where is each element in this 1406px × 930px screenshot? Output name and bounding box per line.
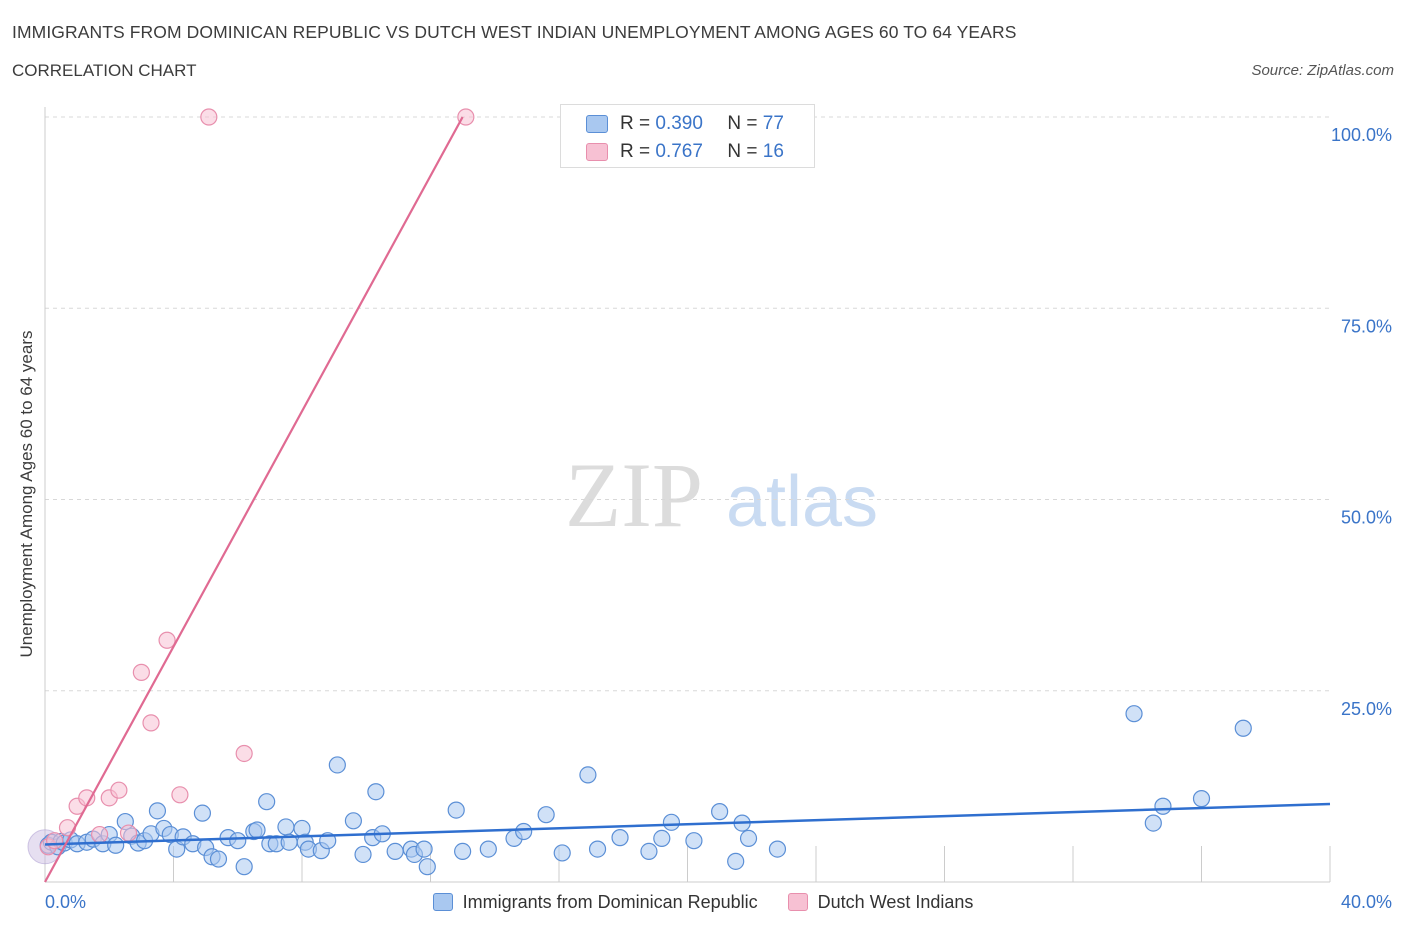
data-point-blue: [537, 806, 555, 824]
data-point-blue: [685, 832, 703, 850]
series-pink-points: [39, 108, 475, 856]
tick-labels: 25.0% 50.0% 75.0% 100.0% 0.0% 40.0%: [45, 125, 1392, 912]
trend-line-pink: [44, 116, 464, 883]
data-point-pink: [457, 108, 475, 126]
data-point-pink: [46, 832, 64, 850]
data-point-blue: [386, 842, 404, 861]
y-tick-label: 100.0%: [1331, 125, 1392, 145]
stats-legend: R = 0.390 N = 77 R = 0.767 N = 16: [560, 104, 815, 168]
y-tick-label: 25.0%: [1341, 699, 1392, 719]
trend-lines: [44, 116, 1331, 883]
data-point-blue: [418, 858, 436, 876]
data-point-blue: [344, 812, 362, 830]
data-point-blue: [354, 845, 372, 864]
data-point-pink: [58, 819, 77, 837]
stats-row-blue: R = 0.390 N = 77: [586, 111, 784, 137]
data-point-blue: [415, 840, 433, 858]
data-point-blue: [611, 829, 629, 847]
data-point-blue: [258, 793, 276, 811]
data-point-blue: [1154, 797, 1172, 815]
data-point-blue: [209, 850, 228, 868]
data-point-pink: [200, 108, 218, 126]
data-point-pink: [91, 825, 109, 844]
data-point-pink: [110, 781, 128, 799]
data-point-blue: [479, 840, 497, 858]
data-point-blue: [148, 802, 167, 820]
data-point-blue: [1234, 719, 1252, 737]
data-point-blue: [1192, 790, 1211, 808]
data-point-blue: [515, 822, 533, 841]
data-point-blue: [711, 803, 729, 821]
stats-swatch-pink: [586, 143, 608, 161]
legend-item-dutch-west-indians[interactable]: Dutch West Indians: [787, 891, 974, 913]
n-value-pink: 16: [762, 141, 784, 162]
data-point-pink: [235, 744, 253, 763]
data-point-blue: [579, 766, 597, 784]
x-tick-label-min: 0.0%: [45, 892, 86, 912]
data-point-blue: [367, 783, 385, 801]
n-label: N =: [727, 113, 758, 134]
chart-title: IMMIGRANTS FROM DOMINICAN REPUBLIC VS DU…: [12, 22, 1017, 42]
n-value-blue: 77: [762, 113, 784, 134]
watermark-atlas: atlas: [726, 462, 878, 542]
stats-row-pink: R = 0.767 N = 16: [586, 139, 784, 165]
n-label: N =: [727, 141, 758, 162]
data-point-blue: [588, 840, 607, 858]
data-point-blue: [107, 836, 125, 854]
data-point-blue: [248, 821, 266, 839]
data-point-blue: [235, 858, 253, 876]
data-point-pink: [119, 824, 138, 842]
data-point-blue: [193, 804, 212, 822]
legend-swatch-blue: [432, 893, 453, 911]
trend-line-blue: [44, 802, 1331, 846]
data-point-pink: [132, 663, 150, 681]
chart-subtitle: CORRELATION CHART: [12, 61, 197, 80]
series-blue-points: [27, 705, 1252, 876]
stats-swatch-blue: [586, 115, 608, 133]
data-point-blue: [454, 842, 472, 861]
data-point-blue: [277, 818, 295, 836]
data-point-blue: [727, 852, 745, 870]
watermark-zip: ZIP: [565, 444, 703, 546]
data-point-blue: [739, 829, 758, 847]
data-point-blue: [1144, 814, 1162, 832]
data-point-blue: [229, 832, 247, 850]
legend-swatch-pink: [787, 893, 808, 911]
r-label: R =: [620, 113, 651, 134]
data-point-blue: [447, 801, 465, 819]
data-point-pink: [158, 631, 176, 649]
watermark: ZIP atlas: [565, 444, 878, 546]
data-point-blue: [1125, 705, 1143, 723]
grid-lines: [45, 116, 1330, 692]
data-point-blue: [328, 756, 346, 774]
y-tick-label: 50.0%: [1341, 508, 1392, 528]
r-label: R =: [620, 141, 651, 162]
data-point-blue: [553, 844, 571, 862]
source-label: Source: ZipAtlas.com: [1251, 62, 1394, 79]
legend-label-dominican: Immigrants from Dominican Republic: [462, 891, 758, 912]
y-tick-label: 75.0%: [1341, 316, 1392, 336]
data-point-blue: [768, 840, 787, 858]
data-point-blue: [662, 813, 681, 831]
data-point-blue: [653, 829, 671, 847]
data-point-blue: [640, 842, 658, 861]
data-point-pink: [142, 714, 160, 732]
data-point-pink: [171, 786, 189, 804]
legend-item-dominican[interactable]: Immigrants from Dominican Republic: [432, 891, 758, 913]
chart-legend: Immigrants from Dominican Republic Dutch…: [0, 888, 1406, 916]
legend-label-dutch-west-indians: Dutch West Indians: [817, 891, 974, 912]
r-value-pink: 0.767: [655, 141, 703, 162]
x-tick-label-max: 40.0%: [1341, 892, 1392, 912]
r-value-blue: 0.390: [655, 113, 703, 134]
